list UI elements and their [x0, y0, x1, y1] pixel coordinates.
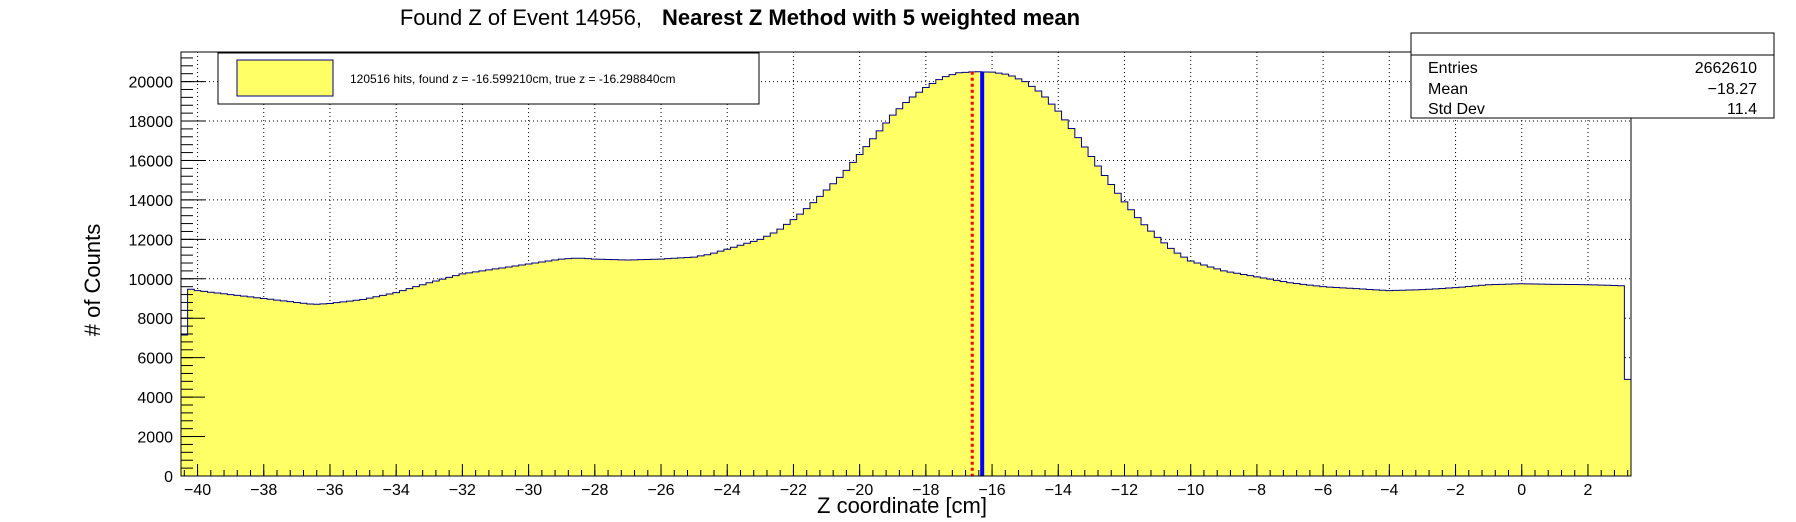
y-tick-label: 18000: [129, 114, 174, 131]
chart-title-part1: Found Z of Event 14956,: [400, 5, 642, 30]
y-axis-title: # of Counts: [80, 224, 105, 337]
y-tick-label: 6000: [137, 351, 173, 368]
legend: 120516 hits, found z = -16.599210cm, tru…: [217, 52, 760, 105]
plot-frame: [180, 51, 1632, 477]
x-axis-title: Z coordinate [cm]: [817, 493, 987, 518]
x-tick-label: −4: [1380, 482, 1398, 499]
x-tick-label: −24: [714, 482, 741, 499]
x-tick-label: −10: [1177, 482, 1204, 499]
x-tick-label: −34: [383, 482, 410, 499]
stats-label-mean: Mean: [1428, 81, 1468, 98]
y-tick-label: 2000: [137, 430, 173, 447]
x-tick-label: −18: [912, 482, 939, 499]
chart-title-part2: Nearest Z Method with 5 weighted mean: [662, 5, 1080, 30]
y-tick-label: 4000: [137, 390, 173, 407]
x-tick-label: −12: [1111, 482, 1138, 499]
x-tick-label: −38: [250, 482, 277, 499]
x-tick-label: −8: [1248, 482, 1266, 499]
stats-value-stddev: 11.4: [1727, 101, 1757, 118]
stats-label-entries: Entries: [1428, 60, 1478, 77]
legend-entry: 120516 hits, found z = -16.599210cm, tru…: [350, 72, 676, 86]
y-tick-label: 8000: [137, 311, 173, 328]
marker-lines: [970, 71, 985, 476]
histogram-outline: [181, 71, 1631, 380]
x-tick-label: 2: [1584, 482, 1593, 499]
stats-value-entries: 2662610: [1695, 60, 1757, 77]
x-tick-label: −16: [979, 482, 1006, 499]
y-tick-label: 14000: [129, 193, 174, 210]
x-tick-label: −14: [1045, 482, 1072, 499]
legend-swatch: [236, 59, 334, 97]
stats-label-stddev: Std Dev: [1428, 101, 1485, 118]
x-tick-label: −2: [1446, 482, 1464, 499]
x-tick-label: −28: [581, 482, 608, 499]
x-tick-label: −6: [1314, 482, 1332, 499]
y-tick-label: 20000: [129, 75, 174, 92]
x-tick-label: −36: [316, 482, 343, 499]
x-tick-label: −26: [647, 482, 674, 499]
x-tick-label: −32: [449, 482, 476, 499]
stats-value-mean: −18.27: [1708, 81, 1757, 98]
x-tick-label: −20: [846, 482, 873, 499]
x-tick-label: −22: [780, 482, 807, 499]
y-tick-label: 12000: [129, 232, 174, 249]
histogram-fill: [181, 71, 1631, 477]
stats-frame: [1410, 32, 1775, 119]
stats-box: Entries 2662610 Mean −18.27 Std Dev 11.4: [1410, 32, 1775, 119]
histogram: [181, 71, 1631, 477]
y-tick-label: 10000: [129, 272, 174, 289]
y-tick-label: 16000: [129, 153, 174, 170]
x-tick-label: −40: [184, 482, 211, 499]
axes: −40 −38 −36 −34 −32 −30 −28 −26 −24 −22 −20 −18 −16−…: [129, 57, 1629, 499]
y-tick-label: 0: [164, 469, 173, 486]
x-tick-label: −30: [515, 482, 542, 499]
x-tick-label: 0: [1517, 482, 1526, 499]
